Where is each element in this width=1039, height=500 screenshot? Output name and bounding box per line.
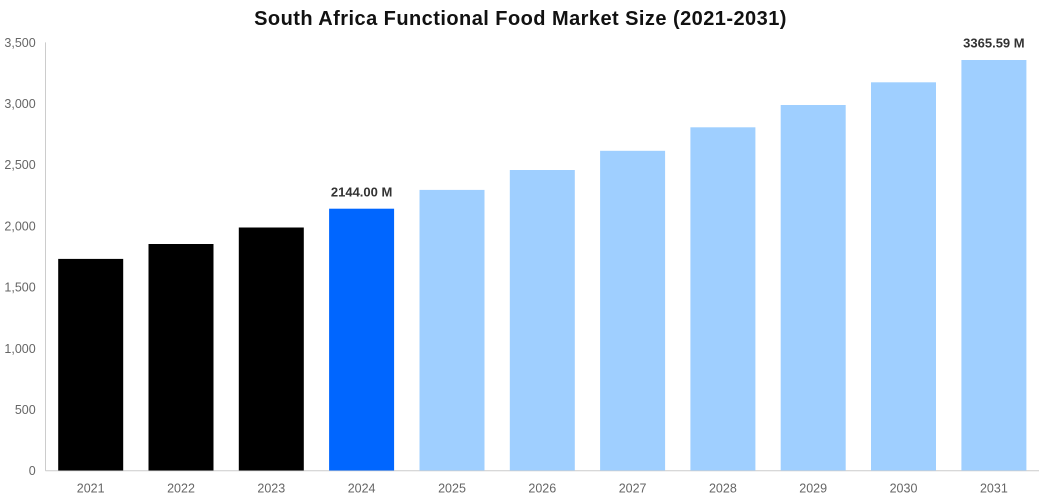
svg-text:2031: 2031 [980, 482, 1008, 496]
svg-text:3365.59 M: 3365.59 M [963, 36, 1024, 51]
svg-text:2025: 2025 [438, 482, 466, 496]
svg-text:2026: 2026 [528, 482, 556, 496]
svg-text:2,000: 2,000 [4, 219, 35, 233]
svg-text:2029: 2029 [799, 482, 827, 496]
svg-text:2028: 2028 [709, 482, 737, 496]
svg-text:South Africa Functional Food M: South Africa Functional Food Market Size… [254, 8, 787, 30]
svg-text:3,000: 3,000 [4, 97, 35, 111]
svg-text:1,500: 1,500 [4, 281, 35, 295]
svg-text:3,500: 3,500 [4, 36, 35, 50]
svg-text:2027: 2027 [619, 482, 647, 496]
svg-text:500: 500 [15, 403, 36, 417]
svg-text:2021: 2021 [77, 482, 105, 496]
svg-text:2022: 2022 [167, 482, 195, 496]
svg-text:2030: 2030 [890, 482, 918, 496]
svg-text:2144.00 M: 2144.00 M [331, 185, 392, 200]
svg-text:2023: 2023 [257, 482, 285, 496]
svg-text:0: 0 [29, 464, 36, 478]
svg-text:2,500: 2,500 [4, 158, 35, 172]
svg-text:1,000: 1,000 [4, 342, 35, 356]
svg-text:2024: 2024 [348, 482, 376, 496]
